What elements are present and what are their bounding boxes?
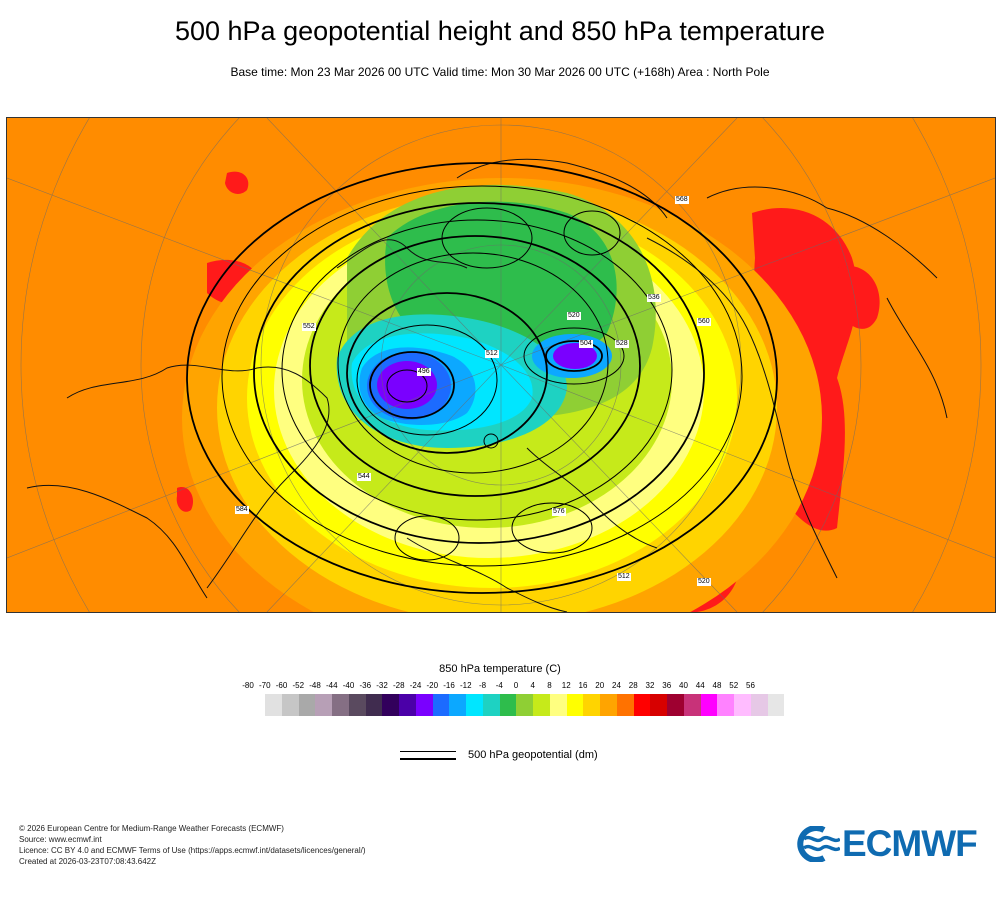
contour-label: 544 — [357, 473, 371, 481]
colorbar-swatch — [600, 694, 617, 716]
geopotential-legend-line-thick — [400, 758, 456, 760]
colorbar-tick-label: -44 — [325, 681, 338, 690]
colorbar-tick-label: 28 — [628, 681, 638, 690]
contour-label: 568 — [675, 196, 689, 204]
colorbar-tick-label: -4 — [495, 681, 503, 690]
colorbar-swatch — [348, 694, 366, 716]
contour-label: 584 — [235, 506, 249, 514]
colorbar-tick-label: 52 — [729, 681, 739, 690]
geopotential-legend-line-thin — [400, 751, 456, 752]
licence-line: Licence: CC BY 4.0 and ECMWF Terms of Us… — [19, 846, 366, 855]
map-canvas — [7, 118, 995, 612]
colorbar-swatch — [650, 694, 667, 716]
colorbar-swatch — [315, 694, 332, 716]
cold-core-east — [553, 343, 597, 369]
colorbar-swatch — [633, 694, 651, 716]
colorbar-swatch — [482, 694, 500, 716]
colorbar-tick-label: 20 — [595, 681, 605, 690]
cold-core-label: 496 — [417, 368, 431, 376]
colorbar-swatch — [566, 694, 584, 716]
colorbar-swatch — [767, 694, 785, 716]
colorbar-swatch — [583, 694, 600, 716]
colorbar-swatch — [415, 694, 433, 716]
colorbar-swatch — [734, 694, 751, 716]
contour-label: 512 — [485, 350, 499, 358]
colorbar-tick-label: -8 — [478, 681, 487, 690]
chart-title: 500 hPa geopotential height and 850 hPa … — [174, 16, 825, 46]
colorbar-swatch — [549, 694, 567, 716]
contour-label: 528 — [615, 340, 629, 348]
colorbar-tick-label: -80 — [242, 681, 254, 690]
credits-block: © 2026 European Centre for Medium-Range … — [19, 823, 366, 867]
colorbar-swatch — [499, 694, 517, 716]
colorbar-tick-label: 36 — [662, 681, 672, 690]
colorbar-tick-label: 8 — [547, 681, 552, 690]
colorbar-tick-label: -52 — [292, 681, 305, 690]
cold-core-label: 504 — [579, 340, 593, 348]
colorbar-tick-label: -70 — [258, 681, 271, 690]
colorbar-tick-label: -20 — [426, 681, 439, 690]
legend-title: 850 hPa temperature (C) — [439, 663, 561, 675]
geopotential-legend-label: 500 hPa geopotential (dm) — [468, 749, 598, 761]
colorbar-tick-label: 12 — [561, 681, 571, 690]
created-line: Created at 2026-03-23T07:08:43.642Z — [19, 857, 156, 866]
colorbar-tick-label: -32 — [376, 681, 388, 690]
colorbar-swatch — [332, 694, 349, 716]
contour-label: 576 — [552, 508, 566, 516]
graticule — [7, 118, 995, 612]
colorbar-tick-label: 32 — [645, 681, 655, 690]
colorbar-tick-label: -16 — [443, 681, 455, 690]
chart-subtitle: Base time: Mon 23 Mar 2026 00 UTC Valid … — [230, 65, 770, 79]
colorbar-swatch — [449, 694, 466, 716]
colorbar-tick-label: 48 — [712, 681, 722, 690]
contour-label: 520 — [567, 312, 581, 320]
geopotential-contours — [186, 162, 778, 594]
ecmwf-logo-text: ECMWF — [842, 823, 978, 864]
colorbar-swatch — [533, 694, 550, 716]
colorbar-swatch — [432, 694, 450, 716]
contour-label: 512 — [617, 573, 631, 581]
colorbar-swatch — [265, 694, 282, 716]
colorbar-swatch — [750, 694, 768, 716]
colorbar-swatch — [516, 694, 533, 716]
colorbar-tick-label: -24 — [409, 681, 422, 690]
contour-label: 520 — [697, 578, 711, 586]
colorbar-swatch — [667, 694, 684, 716]
temperature-colorbar — [265, 694, 785, 716]
legend-ticks: -80 -70 -60 -52 -48 -44 -40 -36 -32 -28 -24 -20 -16-… — [240, 681, 760, 693]
colorbar-tick-label: -40 — [342, 681, 355, 690]
ecmwf-logo-mark — [797, 826, 840, 862]
colorbar-tick-label: 56 — [746, 681, 755, 690]
colorbar-tick-label: 40 — [679, 681, 688, 690]
colorbar-swatch — [700, 694, 718, 716]
colorbar-swatch — [382, 694, 399, 716]
colorbar-swatch — [298, 694, 316, 716]
colorbar-swatch — [717, 694, 734, 716]
colorbar-swatch — [365, 694, 383, 716]
contour-label: 536 — [647, 294, 661, 302]
colorbar-swatch — [281, 694, 299, 716]
forecast-map: 512 520 528 536 544 552 560 568 576 584 512 520 496 5… — [6, 117, 996, 613]
contour-label: 560 — [697, 318, 711, 326]
colorbar-tick-label: -12 — [459, 681, 472, 690]
colorbar-tick-label: 44 — [695, 681, 705, 690]
colorbar-tick-label: -28 — [392, 681, 405, 690]
colorbar-swatch — [683, 694, 701, 716]
copyright-line: © 2026 European Centre for Medium-Range … — [19, 824, 284, 833]
colorbar-swatch — [616, 694, 634, 716]
colorbar-tick-label: -48 — [309, 681, 321, 690]
colorbar-tick-label: -60 — [275, 681, 288, 690]
colorbar-tick-label: 24 — [612, 681, 621, 690]
contour-label-layer: 512 520 528 536 544 552 560 568 576 584 512 520 496 5… — [7, 118, 995, 612]
colorbar-swatch — [399, 694, 416, 716]
colorbar-swatch — [466, 694, 483, 716]
colorbar-tick-label: -36 — [359, 681, 372, 690]
contour-label: 552 — [302, 323, 316, 331]
colorbar-tick-label: 4 — [530, 681, 535, 690]
colorbar-tick-label: 16 — [578, 681, 588, 690]
colorbar-tick-label: 0 — [513, 681, 519, 690]
source-line: Source: www.ecmwf.int — [19, 835, 102, 844]
coastlines — [26, 158, 948, 612]
